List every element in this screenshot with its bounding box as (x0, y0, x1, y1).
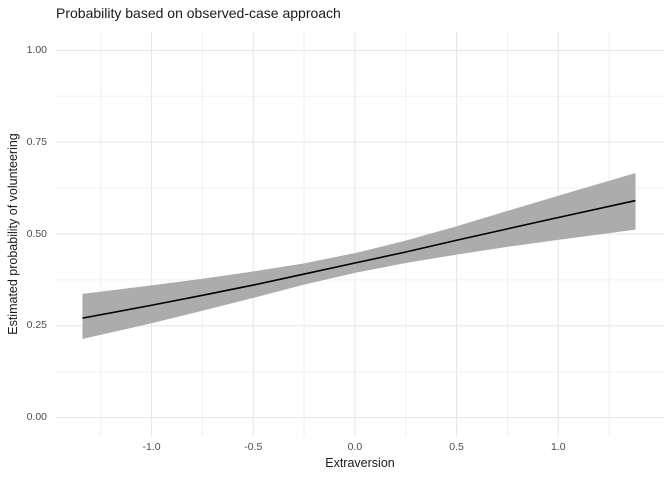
y-tick-label: 0.00 (26, 411, 47, 424)
y-tick-label: 1.00 (26, 43, 47, 56)
y-tick-label: 0.75 (26, 135, 47, 148)
y-tick-label: 0.50 (26, 227, 47, 240)
x-tick-label: -0.5 (244, 441, 263, 453)
x-tick-label: 0.5 (449, 441, 464, 453)
fitted-line (82, 199, 636, 319)
plot-title: Probability based on observed-case appro… (56, 5, 341, 21)
y-axis-title: Estimated probability of volunteering (6, 133, 20, 335)
x-axis-title: Extraversion (325, 456, 395, 470)
x-tick-label: 1.0 (550, 441, 566, 453)
x-tick-label: 0.0 (347, 441, 363, 453)
confidence-ribbon (82, 173, 636, 340)
x-tick-label: -1.0 (142, 441, 161, 453)
y-tick-label: 0.25 (26, 319, 47, 332)
